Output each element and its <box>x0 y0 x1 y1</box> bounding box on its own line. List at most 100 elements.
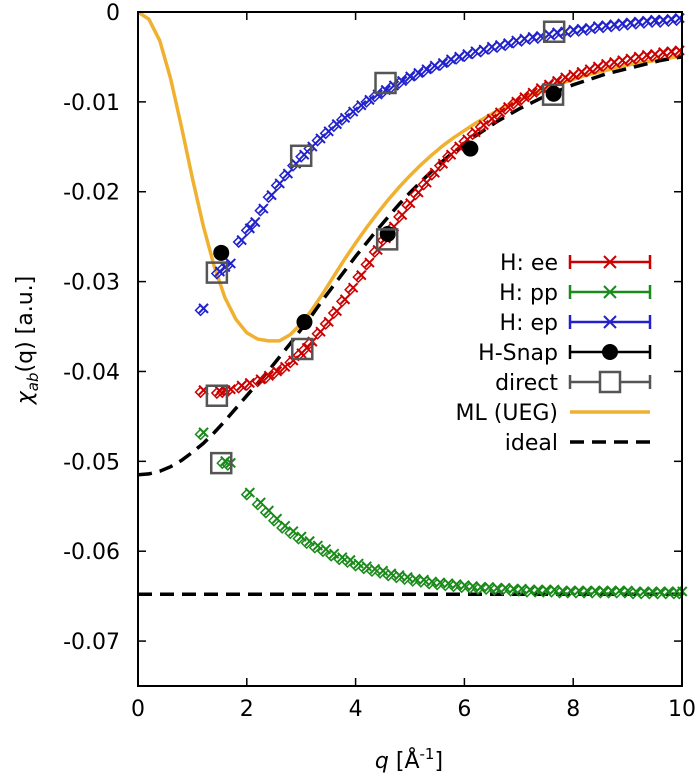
data-point-x <box>434 577 446 588</box>
data-point-x <box>394 570 405 581</box>
data-point-x <box>198 303 209 314</box>
data-point-x <box>516 583 528 594</box>
data-point-x <box>663 586 674 597</box>
data-point-x <box>527 87 538 98</box>
data-point-x <box>337 552 348 563</box>
data-point-x <box>263 370 275 381</box>
data-point <box>213 244 230 261</box>
plot-frame <box>137 11 683 687</box>
data-point <box>545 85 562 102</box>
data-point <box>209 451 233 475</box>
y-tick: -0.03 <box>63 271 682 296</box>
data-point-x <box>486 113 498 124</box>
legend-item-h-snap: H-Snap <box>478 341 652 366</box>
data-point-x <box>549 584 560 595</box>
data-point-x <box>655 586 666 597</box>
x-tick-label: 8 <box>566 697 580 722</box>
data-point-x <box>369 563 381 575</box>
data-point-x <box>532 584 544 595</box>
data-point-x <box>459 579 470 591</box>
data-point-x <box>388 80 400 91</box>
y-tick-label: -0.03 <box>63 271 120 296</box>
data-point-x <box>581 585 593 596</box>
y-tick: -0.01 <box>63 91 682 116</box>
plot-area <box>138 12 688 600</box>
data-point-x <box>467 580 479 592</box>
y-tick: -0.07 <box>63 630 682 655</box>
y-tick: 0 <box>106 1 682 26</box>
series-line-ml-ueg- <box>138 12 682 343</box>
data-point-x <box>339 294 351 305</box>
data-point-x <box>315 326 326 337</box>
data-point-x <box>508 583 519 594</box>
data-point-x <box>541 584 552 595</box>
data-point-x <box>451 579 462 590</box>
x-tick: 4 <box>349 12 363 722</box>
data-point-x <box>502 101 514 113</box>
legend-item-direct: direct <box>495 370 652 396</box>
legend-item-h-ee: H: ee <box>500 251 652 276</box>
x-tick-label: 4 <box>349 697 363 722</box>
legend-marker <box>603 315 617 329</box>
data-point <box>374 71 397 95</box>
data-point <box>289 144 313 168</box>
data-point-x <box>647 586 658 597</box>
data-point <box>296 314 313 331</box>
legend-item-ml-ueg: ML (UEG) <box>456 401 650 426</box>
x-tick-label: 10 <box>668 697 696 722</box>
axes: 0 2 4 6 8 10 0 -0.01 -0.02 -0.03 -0.04 -0.05 -0.06 -0… <box>63 1 696 722</box>
data-point-x <box>266 189 277 201</box>
legend-item-h-pp: H: pp <box>499 281 652 306</box>
y-tick: -0.02 <box>63 181 682 206</box>
data-point-x <box>443 578 454 589</box>
y-tick-label: 0 <box>106 1 120 26</box>
data-point-x <box>638 586 650 597</box>
data-point-x <box>630 586 642 597</box>
data-point-x <box>483 581 495 593</box>
data-point-x <box>429 167 440 178</box>
data-point <box>205 384 229 407</box>
y-tick-label: -0.07 <box>63 630 120 655</box>
data-point-x <box>565 585 576 596</box>
legend: H: ee H: pp H: ep H-Snap direct ML (UEG) ideal <box>456 251 652 456</box>
data-point-x <box>590 585 601 596</box>
legend-marker <box>603 255 617 269</box>
legend-label: ideal <box>505 431 558 456</box>
data-point-x <box>614 585 625 596</box>
data-point-x <box>492 582 503 594</box>
y-tick-label: -0.05 <box>63 450 120 475</box>
data-point-x <box>236 234 247 246</box>
series-h-pp <box>194 427 688 600</box>
data-point-x <box>339 112 351 124</box>
legend-label: H: ee <box>500 251 558 276</box>
data-point <box>205 261 229 284</box>
legend-label: H: ep <box>500 311 558 336</box>
x-tick-label: 6 <box>457 697 471 722</box>
legend-marker <box>602 344 618 360</box>
data-point-x <box>258 203 269 214</box>
data-point-x <box>418 574 430 585</box>
data-point-x <box>386 568 397 579</box>
x-axis-label: q [Å-1] <box>375 745 443 774</box>
legend-marker <box>598 370 622 394</box>
data-point-x <box>410 573 421 585</box>
data-point-x <box>347 106 359 117</box>
data-point-x <box>250 216 261 228</box>
legend-label: H-Snap <box>478 341 558 366</box>
data-point-x <box>364 257 375 268</box>
y-tick: -0.05 <box>63 450 682 475</box>
series-direct <box>205 20 566 475</box>
data-point-x <box>573 585 585 596</box>
legend-label: ML (UEG) <box>456 401 558 426</box>
data-point-x <box>198 427 209 438</box>
data-point-x <box>402 571 413 583</box>
data-point-x <box>282 168 294 179</box>
data-point-x <box>347 282 359 293</box>
legend-item-ideal: ideal <box>505 431 650 456</box>
data-point-x <box>361 561 372 572</box>
data-point-x <box>274 178 285 189</box>
data-point-x <box>598 585 609 596</box>
data-point <box>375 228 399 251</box>
data-point-x <box>279 520 291 532</box>
